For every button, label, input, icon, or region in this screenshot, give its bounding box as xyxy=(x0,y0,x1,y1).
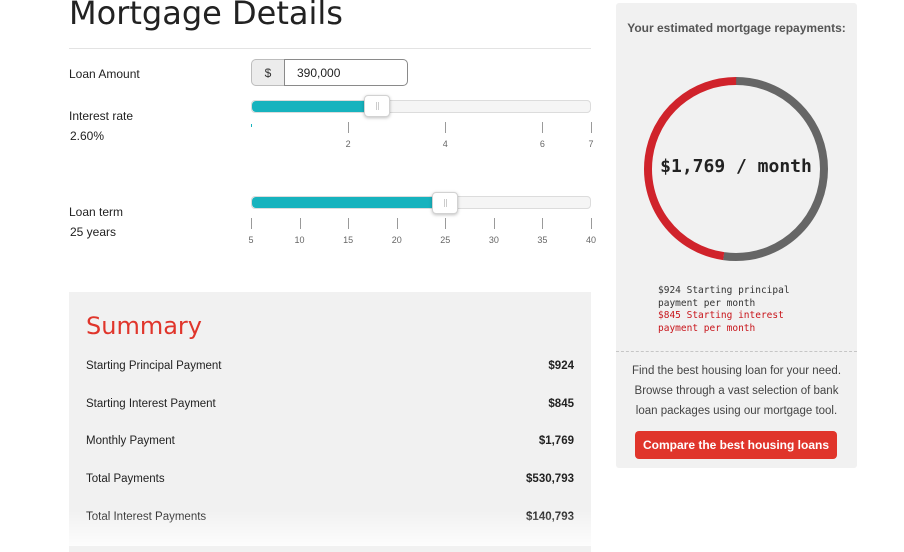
loan-amount-field: $ xyxy=(251,59,408,86)
slider-tick-label: 2 xyxy=(345,139,351,149)
interest-rate-fill xyxy=(252,101,379,112)
summary-title: Summary xyxy=(86,312,202,340)
slider-tick xyxy=(251,124,252,127)
summary-panel xyxy=(69,292,591,552)
slider-tick xyxy=(348,218,350,229)
slider-tick-label: 35 xyxy=(537,235,548,245)
slider-tick xyxy=(348,122,350,133)
interest-note: $845 Starting interest payment per month xyxy=(658,310,784,334)
slider-tick xyxy=(299,218,301,229)
slider-tick xyxy=(493,218,495,229)
slider-tick-label: 30 xyxy=(488,235,499,245)
slider-tick xyxy=(591,122,592,133)
summary-label: Total Interest Payments xyxy=(86,511,207,523)
loan-term-handle[interactable] xyxy=(432,192,459,214)
slider-tick-label: 4 xyxy=(442,139,448,149)
interest-rate-handle[interactable] xyxy=(364,95,391,117)
title-divider xyxy=(69,48,591,49)
slider-tick-label: 5 xyxy=(248,235,254,245)
monthly-repayment-total: $1,769 / month xyxy=(660,156,812,177)
loan-term-slider[interactable]: 5 10 15 20 25 30 35 40 xyxy=(248,190,596,250)
promo-text: Find the best housing loan for your need… xyxy=(631,365,842,417)
slider-tick-label: 7 xyxy=(588,139,594,149)
summary-label: Monthly Payment xyxy=(86,435,175,447)
compare-loans-button[interactable]: Compare the best housing loans xyxy=(635,431,837,459)
loan-amount-input[interactable] xyxy=(284,59,408,86)
interest-rate-track[interactable] xyxy=(251,100,591,113)
summary-label: Total Payments xyxy=(86,473,165,485)
summary-label: Starting Principal Payment xyxy=(86,360,222,372)
estimate-heading: Your estimated mortgage repayments: xyxy=(627,21,846,35)
slider-tick xyxy=(591,218,592,229)
loan-term-fill xyxy=(252,197,447,208)
slider-tick xyxy=(542,122,544,133)
loan-term-value: 25 years xyxy=(70,225,117,239)
interest-rate-value: 2.60% xyxy=(70,129,105,143)
principal-note: $924 Starting principal payment per mont… xyxy=(658,285,790,309)
page-title: Mortgage Details xyxy=(69,0,343,32)
repayment-donut-chart xyxy=(644,77,828,261)
loan-amount-label: Loan Amount xyxy=(69,67,140,81)
summary-value: $845 xyxy=(548,398,574,410)
summary-value: $530,793 xyxy=(526,473,574,485)
slider-tick-label: 15 xyxy=(343,235,354,245)
slider-tick-label: 6 xyxy=(539,139,545,149)
slider-tick xyxy=(251,218,252,229)
interest-rate-slider[interactable]: 2 4 6 7 xyxy=(251,94,594,154)
slider-tick xyxy=(542,218,544,229)
summary-label: Starting Interest Payment xyxy=(86,398,216,410)
slider-tick-label: 20 xyxy=(391,235,402,245)
currency-prefix: $ xyxy=(251,59,284,86)
slider-tick xyxy=(396,218,398,229)
summary-value: $1,769 xyxy=(538,435,574,447)
loan-term-label: Loan term xyxy=(69,205,124,219)
slider-tick-label: 25 xyxy=(440,235,451,245)
summary-value: $140,793 xyxy=(526,511,574,523)
loan-term-track[interactable] xyxy=(251,196,591,209)
summary-value: $924 xyxy=(548,360,574,372)
interest-rate-label: Interest rate xyxy=(69,109,134,123)
card-divider xyxy=(616,351,857,352)
slider-tick-label: 10 xyxy=(294,235,305,245)
slider-tick xyxy=(445,122,447,133)
slider-tick-label: 40 xyxy=(585,235,597,245)
slider-tick xyxy=(445,218,447,229)
